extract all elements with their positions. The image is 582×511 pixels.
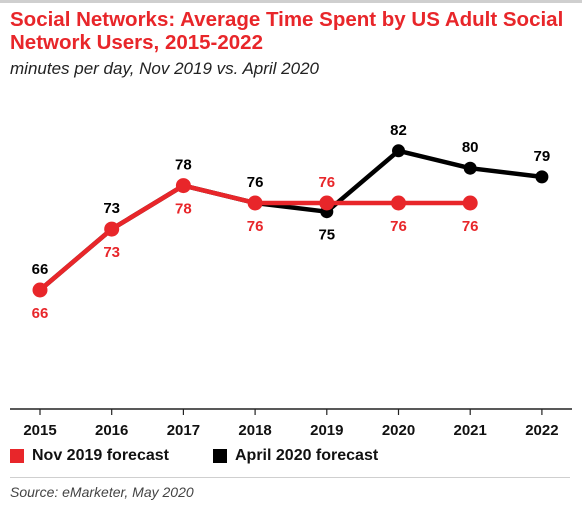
line-chart: 2015 2016 2017 2018 2019 2020 2021 2022 66 73 78 76… (10, 122, 572, 439)
legend-item-april-2020: April 2020 forecast (213, 447, 378, 465)
legend-label-april-2020: April 2020 forecast (235, 447, 379, 464)
x-tick-label-2022: 2022 (525, 422, 558, 439)
legend-item-nov-2019: Nov 2019 forecast (10, 447, 169, 465)
point-april-2020-2022 (535, 170, 549, 184)
data-label-nov-2019-2016: 73 (103, 244, 120, 261)
data-label-april-2020-2015: 66 (32, 261, 49, 278)
data-label-april-2020-2022: 79 (534, 148, 551, 165)
point-nov-2019-2019 (319, 195, 335, 211)
x-tick-label-2015: 2015 (23, 422, 56, 439)
data-label-april-2020-2021: 80 (462, 139, 479, 156)
point-april-2020-2021 (463, 161, 477, 175)
point-nov-2019-2020 (391, 195, 406, 211)
data-label-april-2020-2020: 82 (390, 122, 407, 139)
legend-swatch-nov-2019 (10, 449, 24, 463)
x-tick-label-2017: 2017 (167, 422, 200, 439)
chart-subtitle: minutes per day, Nov 2019 vs. April 2020 (10, 59, 319, 78)
source-note: Source: eMarketer, May 2020 (10, 484, 194, 500)
data-label-april-2020-2019: 75 (318, 227, 335, 244)
top-rule (0, 0, 582, 3)
data-label-nov-2019-2015: 66 (32, 305, 49, 322)
legend-swatch-april-2020 (213, 449, 227, 463)
data-label-nov-2019-2017: 78 (175, 201, 192, 218)
point-april-2020-2020 (392, 144, 405, 158)
x-tick-label-2020: 2020 (382, 422, 415, 439)
data-label-april-2020-2018: 76 (247, 174, 264, 191)
data-label-nov-2019-2020: 76 (390, 218, 407, 235)
point-nov-2019-2017 (175, 178, 191, 194)
x-tick-label-2019: 2019 (310, 422, 343, 439)
point-nov-2019-2016 (104, 221, 120, 237)
x-tick-label-2018: 2018 (238, 422, 271, 439)
x-tick-label-2016: 2016 (95, 422, 128, 439)
data-label-nov-2019-2021: 76 (462, 218, 479, 235)
data-label-nov-2019-2019: 76 (318, 174, 335, 191)
legend-label-nov-2019: Nov 2019 forecast (32, 447, 169, 464)
data-label-nov-2019-2018: 76 (247, 218, 264, 235)
point-nov-2019-2015 (32, 282, 48, 298)
point-nov-2019-2021 (462, 195, 478, 211)
data-label-april-2020-2016: 73 (103, 200, 120, 217)
source-rule (10, 477, 570, 478)
chart-title: Social Networks: Average Time Spent by U… (10, 8, 564, 54)
point-nov-2019-2018 (247, 195, 263, 211)
data-label-april-2020-2017: 78 (175, 157, 192, 174)
x-tick-label-2021: 2021 (454, 422, 487, 439)
